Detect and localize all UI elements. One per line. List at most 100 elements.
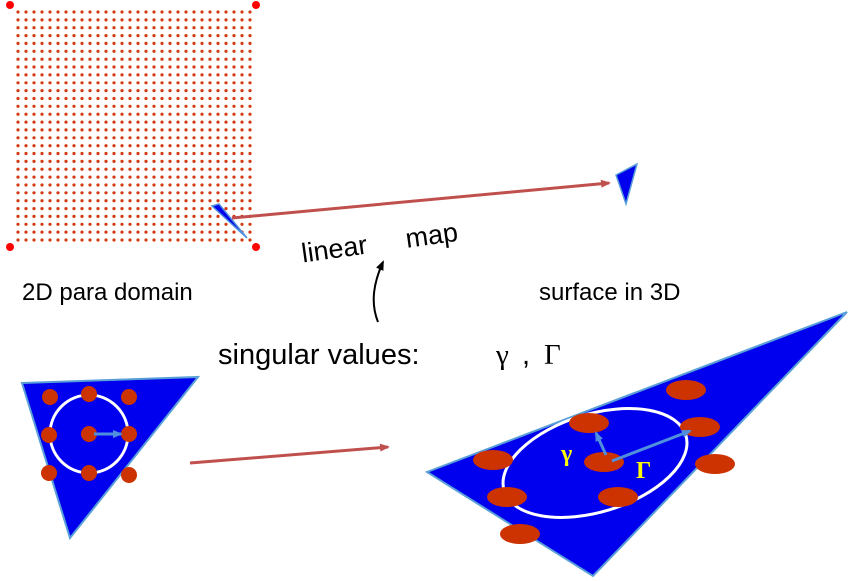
grid-dot <box>104 57 108 61</box>
grid-dot <box>200 89 204 93</box>
grid-dot <box>200 207 204 211</box>
grid-dot <box>184 65 188 69</box>
grid-dot <box>16 96 20 101</box>
grid-dot <box>208 81 212 85</box>
grid-dot <box>160 10 164 14</box>
grid-dot <box>224 96 228 101</box>
grid-dot <box>160 104 164 108</box>
grid-dot <box>24 167 28 171</box>
grid-dot <box>216 89 220 93</box>
grid-dot <box>248 34 252 38</box>
grid-dot <box>96 112 100 116</box>
grid-dot <box>128 144 132 148</box>
grid-dot <box>184 151 188 156</box>
grid-dot <box>64 73 68 77</box>
grid-dot <box>224 183 228 187</box>
grid-dot <box>120 159 124 163</box>
grid-dot <box>240 41 244 46</box>
grid-dot <box>200 104 204 108</box>
grid-dot <box>152 175 156 179</box>
grid-dot <box>64 222 68 226</box>
arrow-right-icon <box>611 429 692 463</box>
grid-dot <box>176 112 180 116</box>
linear-map-word-linear: linear <box>300 230 370 269</box>
grid-dot <box>104 183 108 187</box>
grid-dot <box>152 230 156 234</box>
grid-dot <box>160 230 164 234</box>
grid-dot <box>208 41 212 46</box>
grid-dot <box>16 128 20 132</box>
grid-dot <box>144 18 148 22</box>
grid-dot <box>16 167 20 171</box>
grid-dot <box>16 49 20 53</box>
grid-dot <box>40 41 44 46</box>
grid-dot <box>240 136 244 140</box>
grid-dot <box>216 120 220 124</box>
grid-dot <box>208 199 212 203</box>
grid-dot <box>168 207 172 211</box>
grid-dot <box>56 238 60 242</box>
grid-dot <box>176 34 180 38</box>
grid-dot <box>152 128 156 132</box>
grid-dot <box>144 96 148 101</box>
grid-dot <box>104 222 108 226</box>
grid-dot <box>208 159 212 163</box>
grid-dot <box>240 34 244 38</box>
gamma-large-vector-label: Γ <box>636 458 651 484</box>
grid-dot <box>56 128 60 132</box>
grid-dot <box>48 151 52 156</box>
grid-dot <box>216 73 220 77</box>
grid-dot <box>104 207 108 211</box>
grid-dot <box>192 104 196 108</box>
grid-dot <box>248 18 252 22</box>
grid-dot <box>208 89 212 93</box>
grid-dot <box>72 167 76 171</box>
grid-dot <box>176 89 180 93</box>
grid-dot <box>160 144 164 148</box>
grid-dot <box>64 151 68 156</box>
grid-dot <box>224 191 228 195</box>
grid-dot <box>16 104 20 108</box>
grid-dot <box>192 222 196 226</box>
grid-dot <box>40 81 44 85</box>
grid-dot <box>192 199 196 203</box>
grid-dot <box>208 57 212 61</box>
grid-dot <box>104 238 108 242</box>
gamma-small-symbol: γ <box>495 339 509 371</box>
grid-dot <box>56 41 60 46</box>
grid-dot <box>248 89 252 93</box>
grid-dot <box>80 128 84 132</box>
grid-dot <box>80 238 84 242</box>
grid-dot <box>152 120 156 124</box>
grid-dot <box>88 222 92 226</box>
grid-dot <box>80 222 84 226</box>
surface-sample-dots <box>473 380 735 544</box>
grid-dot <box>112 81 116 85</box>
grid-dot <box>232 104 236 108</box>
grid-dot <box>184 191 188 195</box>
grid-dot <box>40 26 44 30</box>
grid-dot <box>80 199 84 203</box>
grid-dot <box>64 136 68 140</box>
grid-dot <box>144 57 148 61</box>
grid-dot <box>240 191 244 195</box>
grid-dot <box>152 57 156 61</box>
grid-dot <box>24 26 28 30</box>
grid-dot <box>232 238 236 242</box>
grid-dot <box>24 104 28 108</box>
grid-dot <box>80 104 84 108</box>
grid-dot <box>192 81 196 85</box>
grid-dot <box>128 73 132 77</box>
grid-dot <box>176 10 180 14</box>
grid-dot <box>128 230 132 234</box>
grid-dot <box>200 128 204 132</box>
grid-dot <box>128 81 132 85</box>
grid-dot <box>32 10 36 14</box>
grid-dot <box>168 199 172 203</box>
grid-dot <box>208 175 212 179</box>
grid-dot <box>120 89 124 93</box>
grid-dot <box>16 191 20 195</box>
grid-dot <box>200 57 204 61</box>
grid-dot <box>120 230 124 234</box>
grid-dot <box>88 151 92 156</box>
